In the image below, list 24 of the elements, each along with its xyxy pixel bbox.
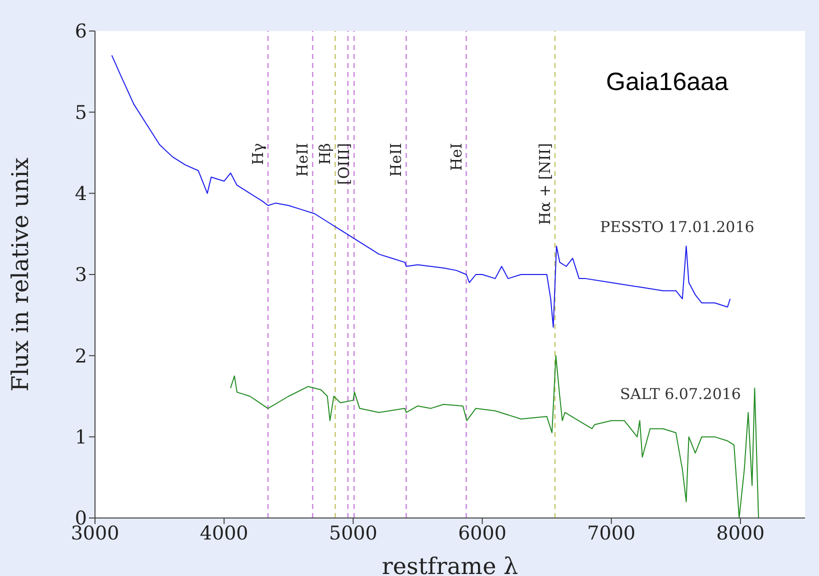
ref-line-label: [OIII] xyxy=(335,143,354,185)
series-label: SALT 6.07.2016 xyxy=(620,385,741,403)
x-tick-label: 6000 xyxy=(458,522,506,544)
y-tick-label: 6 xyxy=(74,20,87,43)
x-tick-label: 5000 xyxy=(329,522,378,544)
ref-line-label: Hγ xyxy=(248,142,267,166)
x-axis-title: restframe λ xyxy=(382,554,518,576)
x-tick-label: 4000 xyxy=(200,522,248,544)
ref-line-label: Hα + [NII] xyxy=(536,143,554,225)
y-tick-label: 5 xyxy=(74,102,87,124)
y-tick-label: 1 xyxy=(74,426,87,449)
y-tick-label: 4 xyxy=(74,183,87,206)
x-tick-label: 8000 xyxy=(716,522,765,544)
ref-line-label: HeII xyxy=(387,142,406,177)
ref-line-label: HeI xyxy=(447,142,466,171)
ref-line-label: Hβ xyxy=(316,143,334,165)
y-tick-label: 2 xyxy=(74,345,87,368)
line-series xyxy=(230,355,760,518)
y-tick-label: 3 xyxy=(74,264,87,286)
series-label: PESSTO 17.01.2016 xyxy=(600,218,754,236)
x-tick-label: 7000 xyxy=(587,522,636,544)
ref-line-label: HeII xyxy=(294,142,312,177)
y-axis-title: Flux in relative unix xyxy=(8,157,34,392)
text: Gaia16aaa xyxy=(606,68,728,97)
